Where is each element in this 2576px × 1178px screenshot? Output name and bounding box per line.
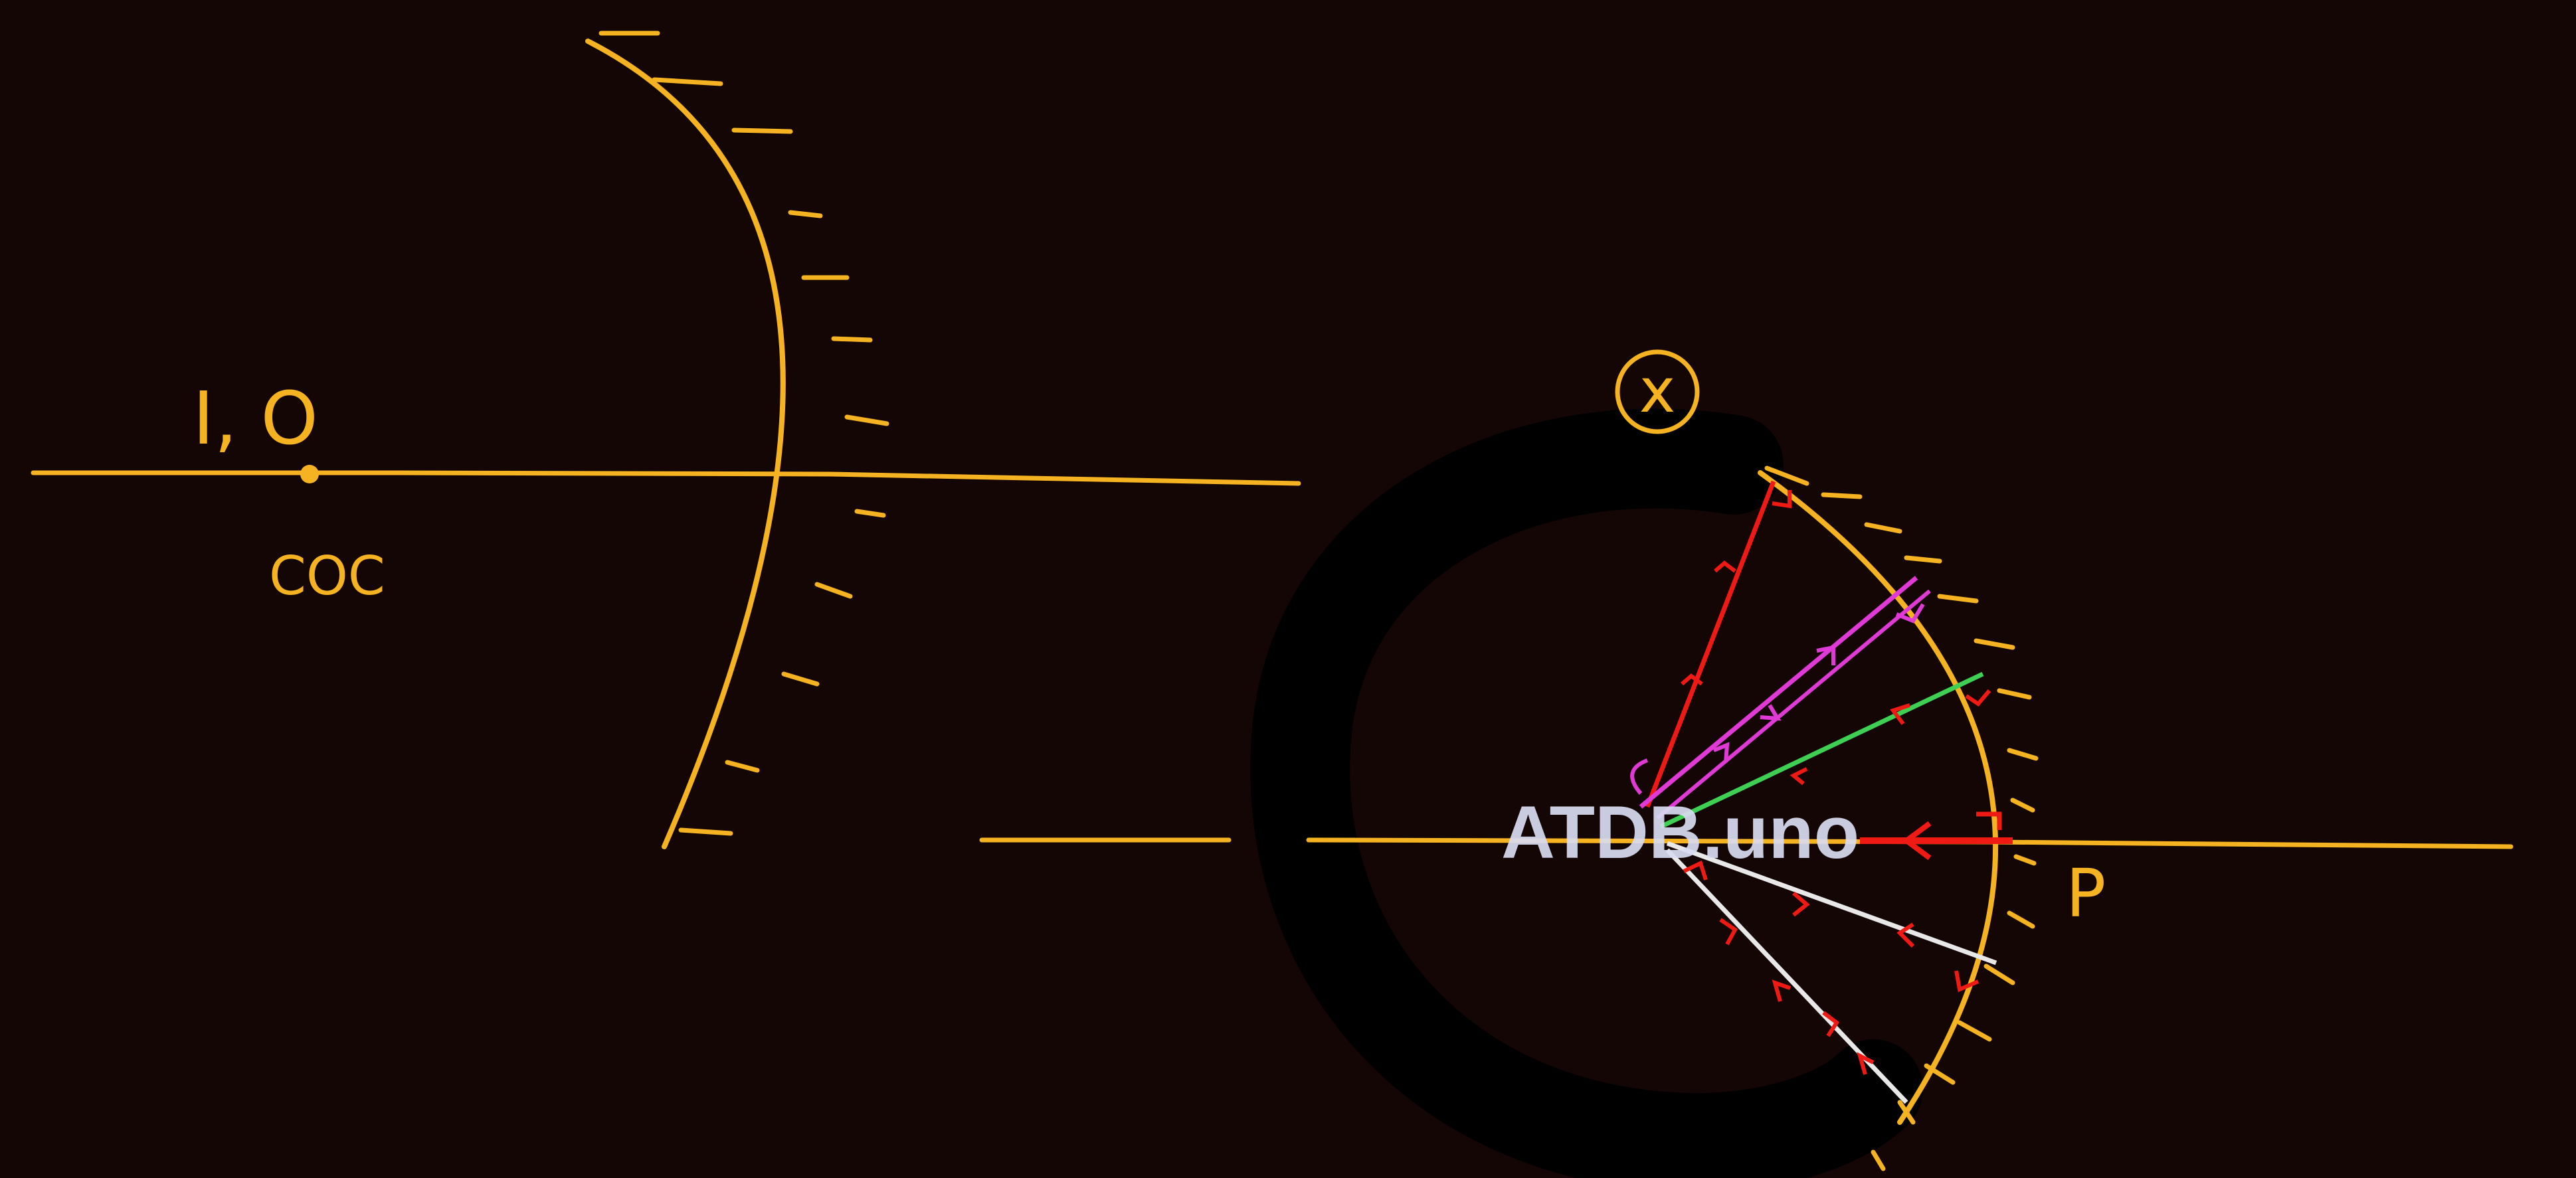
- red-axial-ray: [1860, 811, 2013, 861]
- center-of-curvature-dot: [300, 465, 319, 483]
- right-mirror-hatching: [1764, 465, 2039, 1171]
- right-concave-mirror: [1758, 470, 1999, 1125]
- center-of-curvature-label: COC: [269, 545, 385, 607]
- red-arrow-marks-upper: [1790, 689, 1991, 786]
- green-normal-line: [1659, 671, 1984, 829]
- image-object-label: I, O: [193, 376, 318, 461]
- watermark-text: ATDB.uno: [1501, 791, 1859, 874]
- pole-label: P: [2066, 855, 2106, 932]
- right-figure: x: [979, 349, 2514, 1178]
- left-principal-axis: [31, 470, 1301, 486]
- red-arrow-marks-lower: [1683, 860, 1979, 1075]
- red-ray: [1645, 480, 1792, 808]
- circled-x-label: x: [1639, 355, 1675, 426]
- left-concave-mirror: [585, 39, 786, 849]
- left-mirror-hatching: [598, 31, 889, 836]
- circled-x-marker: x: [1615, 349, 1700, 434]
- eraser-smudge: [1250, 408, 1923, 1178]
- magenta-ray: [1630, 576, 1931, 820]
- left-figure: I, O COC: [31, 31, 1301, 849]
